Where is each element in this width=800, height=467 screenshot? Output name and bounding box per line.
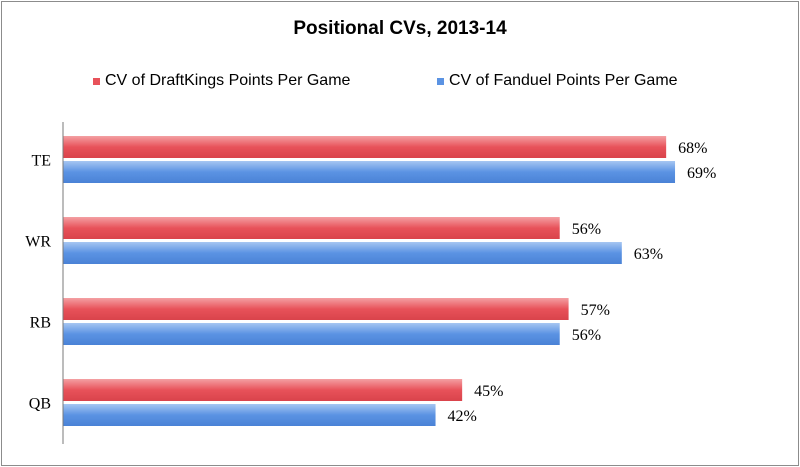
legend-swatch-draftkings	[93, 77, 100, 85]
bar-rb-draftkings	[63, 298, 569, 320]
legend-entry-fanduel: CV of Fanduel Points Per Game	[437, 72, 678, 90]
bars-group	[63, 136, 676, 426]
labels-group: TE 68% 69% WR 56% 63% RB 57% 56% QB 45% 42%	[25, 140, 716, 425]
category-label-qb: QB	[29, 396, 51, 413]
category-label-wr: WR	[25, 234, 51, 251]
data-label-rb-draftkings: 57%	[581, 302, 610, 319]
data-label-wr-draftkings: 56%	[572, 221, 601, 238]
bar-qb-fanduel	[63, 404, 436, 426]
data-label-wr-fanduel: 63%	[634, 246, 663, 263]
bar-qb-draftkings	[63, 379, 463, 401]
category-label-te: TE	[31, 153, 51, 170]
chart-title: Positional CVs, 2013-14	[293, 18, 507, 39]
category-label-rb: RB	[30, 315, 51, 332]
legend-entry-draftkings: CV of DraftKings Points Per Game	[93, 72, 350, 90]
data-label-qb-fanduel: 42%	[448, 408, 477, 425]
bar-wr-draftkings	[63, 217, 560, 239]
bar-rb-fanduel	[63, 323, 560, 345]
bar-wr-fanduel	[63, 242, 622, 264]
legend-label-draftkings: CV of DraftKings Points Per Game	[105, 72, 351, 89]
bar-te-fanduel	[63, 161, 676, 183]
legend-swatch-fanduel	[437, 77, 444, 85]
bar-te-draftkings	[63, 136, 667, 158]
data-label-qb-draftkings: 45%	[474, 383, 503, 400]
data-label-rb-fanduel: 56%	[572, 327, 601, 344]
data-label-te-fanduel: 69%	[687, 165, 716, 182]
data-label-te-draftkings: 68%	[678, 140, 707, 157]
legend-label-fanduel: CV of Fanduel Points Per Game	[449, 72, 678, 89]
